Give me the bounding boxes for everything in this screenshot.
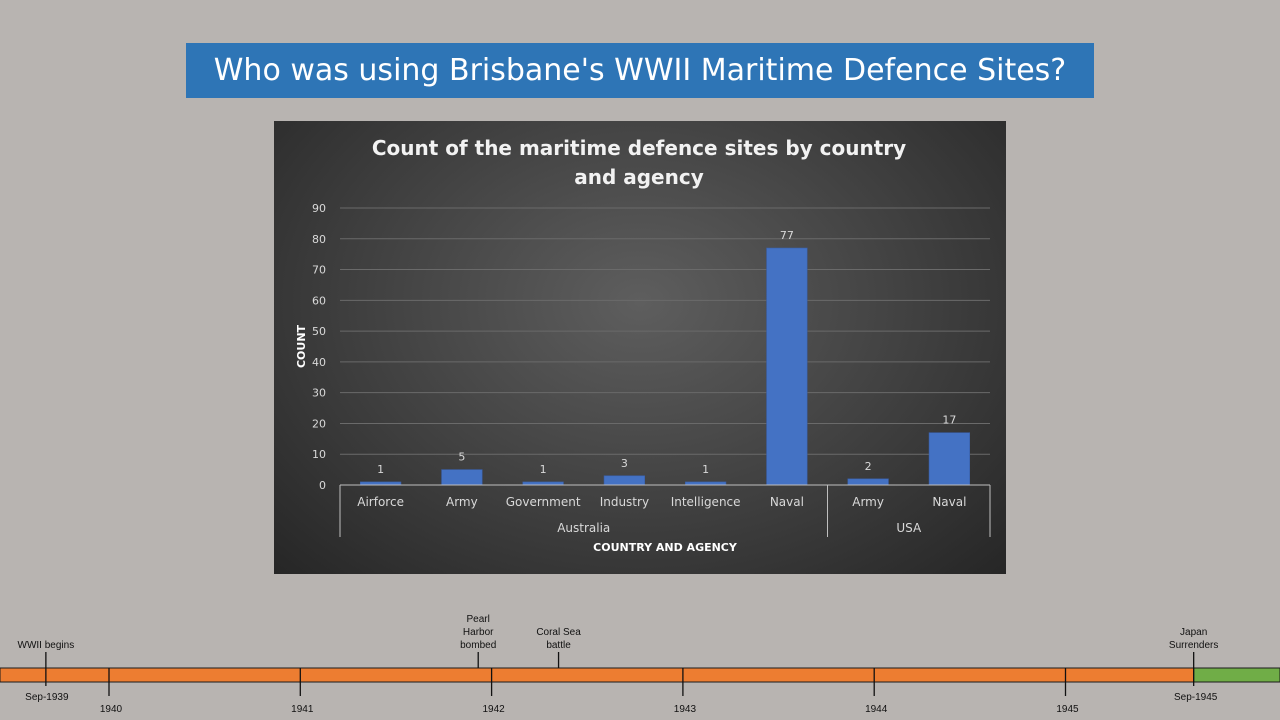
bar — [847, 478, 889, 486]
chart-title-line: Count of the maritime defence sites by c… — [372, 136, 906, 160]
chart-panel: Count of the maritime defence sites by c… — [274, 121, 1006, 574]
data-label: 77 — [780, 229, 794, 242]
year-label: 1944 — [865, 704, 888, 715]
event-label: Surrenders — [1169, 640, 1218, 651]
event-label: bombed — [460, 640, 496, 651]
category-label: Intelligence — [671, 495, 741, 509]
year-label: 1940 — [100, 704, 123, 715]
y-tick-label: 30 — [312, 387, 326, 400]
year-label: 1943 — [674, 704, 697, 715]
endpoint-label: Sep-1945 — [1174, 692, 1218, 703]
y-tick-label: 90 — [312, 202, 326, 215]
event-label: Harbor — [463, 627, 494, 638]
category-label: Naval — [932, 495, 966, 509]
data-label: 2 — [865, 460, 872, 473]
category-label: Army — [446, 495, 478, 509]
y-tick-label: 10 — [312, 448, 326, 461]
category-label: Industry — [600, 495, 649, 509]
year-label: 1942 — [482, 704, 505, 715]
data-label: 5 — [458, 451, 465, 464]
data-label: 1 — [702, 463, 709, 476]
bar — [766, 247, 808, 486]
y-tick-label: 40 — [312, 356, 326, 369]
category-label: Government — [506, 495, 581, 509]
slide-title: Who was using Brisbane's WWII Maritime D… — [186, 43, 1094, 98]
x-axis-label: COUNTRY AND AGENCY — [593, 541, 738, 554]
y-tick-label: 0 — [319, 479, 326, 492]
group-label: Australia — [557, 521, 610, 535]
y-tick-label: 20 — [312, 417, 326, 430]
y-tick-label: 80 — [312, 233, 326, 246]
category-label: Airforce — [357, 495, 404, 509]
post-war-bar — [1193, 667, 1280, 683]
endpoint-label: Sep-1939 — [25, 692, 69, 703]
group-label: USA — [896, 521, 922, 535]
timeline-graphic: 1940 1941 1942 1943 1944 1945 Sep-1939 Sep-1945… — [0, 614, 1280, 715]
chart-title-line: and agency — [574, 165, 704, 189]
event-label: Coral Sea — [536, 627, 581, 638]
y-tick-label: 60 — [312, 294, 326, 307]
bar — [928, 432, 970, 486]
y-tick-label: 70 — [312, 264, 326, 277]
data-label: 1 — [540, 463, 547, 476]
event-label: Pearl — [467, 614, 490, 625]
war-period-bar — [0, 667, 1195, 683]
category-label: Naval — [770, 495, 804, 509]
bar — [603, 475, 645, 486]
event-label: WWII begins — [18, 640, 75, 651]
y-tick-label: 50 — [312, 325, 326, 338]
y-axis-label: COUNT — [295, 324, 308, 368]
event-label: Japan — [1180, 627, 1207, 638]
category-label: Army — [852, 495, 884, 509]
bar-chart: Count of the maritime defence sites by c… — [295, 136, 991, 554]
event-label: battle — [546, 640, 571, 651]
war-timeline: 1940 1941 1942 1943 1944 1945 Sep-1939 Sep-1945… — [0, 600, 1280, 720]
data-label: 3 — [621, 457, 628, 470]
data-label: 1 — [377, 463, 384, 476]
year-label: 1941 — [291, 704, 314, 715]
data-label: 17 — [942, 414, 956, 427]
bar — [441, 469, 483, 486]
year-label: 1945 — [1056, 704, 1079, 715]
